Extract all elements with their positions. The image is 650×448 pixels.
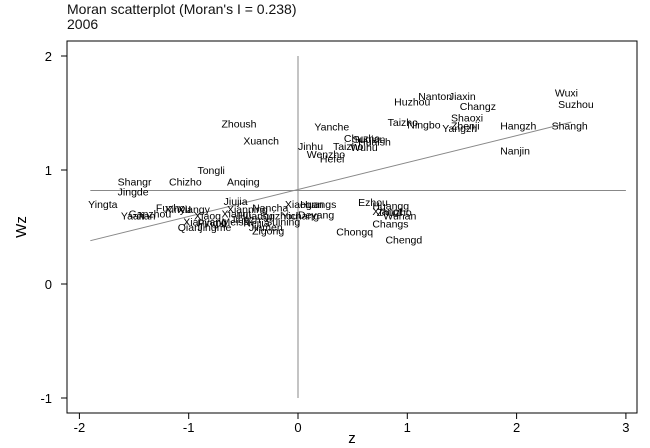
point-label: Wuhu xyxy=(350,142,377,154)
y-tick-label: 1 xyxy=(45,163,52,178)
point-label: Jingme xyxy=(197,222,231,234)
point-label: Xianyang xyxy=(183,216,227,228)
point-label: Wuxi xyxy=(555,87,578,99)
point-label: Xiaogan xyxy=(285,199,324,211)
point-label: Nanton xyxy=(418,91,452,103)
y-tick-label: 2 xyxy=(45,49,52,64)
point-label: Xianning xyxy=(227,204,268,216)
point-label: Taizho xyxy=(388,117,419,129)
point-label: Jiujia xyxy=(224,196,248,208)
point-label: Huzhou xyxy=(394,97,430,109)
point-label: Hangzh xyxy=(500,121,536,133)
point-label: Huangg xyxy=(372,200,409,212)
point-label: Nancha xyxy=(252,203,288,215)
point-label: Jinhu xyxy=(298,141,323,153)
point-label: Changz xyxy=(460,101,496,113)
point-label: Yingta xyxy=(88,199,118,211)
point-label: Hefei xyxy=(320,154,345,166)
point-label: Deyang xyxy=(298,209,334,221)
x-tick-label: 0 xyxy=(294,420,301,435)
point-label: Xiangt xyxy=(221,208,251,220)
point-label: Suizhou xyxy=(260,211,298,223)
point-label: Zhenji xyxy=(451,121,480,133)
y-tick-label: 0 xyxy=(45,277,52,292)
x-tick-label: -1 xyxy=(183,420,195,435)
point-label: Yichang xyxy=(282,211,320,223)
point-label: Huangg xyxy=(238,211,275,223)
point-label: Suining xyxy=(265,216,300,228)
point-label: Chizho xyxy=(169,176,202,188)
point-label: Changs xyxy=(372,219,408,231)
point-label: Neijia xyxy=(243,217,269,229)
point-label: Zhuzho xyxy=(377,207,412,219)
chart-title: Moran scatterplot (Moran's I = 0.238) xyxy=(67,1,297,17)
point-label: Xuanch xyxy=(243,135,279,147)
point-label: Zhoush xyxy=(221,118,256,130)
point-label: Yaan xyxy=(121,211,145,223)
point-label: Wenzho xyxy=(307,149,345,161)
plot-frame xyxy=(66,40,638,414)
point-label: Jian xyxy=(136,211,155,223)
regression-line xyxy=(90,121,572,242)
point-label: Meish xyxy=(221,216,249,228)
x-axis-label: z xyxy=(348,430,356,447)
point-label: Suzhou xyxy=(558,99,594,111)
point-label: Qianj xyxy=(178,222,203,234)
point-label: Zigong xyxy=(252,225,284,237)
point-label: Yangzh xyxy=(442,123,477,135)
point-label: Anqing xyxy=(227,176,260,188)
point-label: Taizho xyxy=(333,141,364,153)
point-label: Chongq xyxy=(336,227,373,239)
point-label: Jiaxin xyxy=(449,91,476,103)
y-tick-label: -1 xyxy=(40,391,52,406)
reference-lines xyxy=(90,56,626,398)
x-tick-label: 2 xyxy=(513,420,520,435)
point-label: Suqian xyxy=(353,134,386,146)
point-label: Jingzh xyxy=(230,214,261,226)
point-label: Xiaog xyxy=(194,211,221,223)
point-label: Xinyu xyxy=(165,204,191,216)
point-label: Ezhou xyxy=(358,197,388,209)
point-label: Chuzho xyxy=(344,133,380,145)
point-label: Nanjin xyxy=(500,146,530,158)
point-label: Ningbo xyxy=(407,119,440,131)
point-label: Wuhan xyxy=(383,211,416,223)
x-tick-label: 3 xyxy=(622,420,629,435)
point-label: Shangr xyxy=(118,176,152,188)
x-tick-label: -2 xyxy=(74,420,86,435)
point-label: Shangh xyxy=(552,121,588,133)
point-label: Xiangy xyxy=(178,204,211,216)
point-label: Pingxi xyxy=(197,217,226,229)
point-label: Xiangt xyxy=(372,206,402,218)
point-label: Fuzhou xyxy=(156,203,191,215)
point-label: Chengd xyxy=(385,235,422,247)
point-label: Huaish xyxy=(358,137,391,149)
point-label: Shaoxi xyxy=(451,113,483,125)
x-tick-label: 1 xyxy=(404,420,411,435)
point-label: Jinmen xyxy=(249,222,283,234)
point-label: Tongli xyxy=(197,165,224,177)
chart-subtitle: 2006 xyxy=(67,16,99,32)
point-label: Huangs xyxy=(300,199,336,211)
point-label: Yanche xyxy=(314,122,349,134)
y-axis-label: Wz xyxy=(13,216,30,238)
point-label: Ganzhou xyxy=(129,208,172,220)
point-label: Jingde xyxy=(118,187,149,199)
axes: -2 -1 0 1 2 3 -1 0 1 2 xyxy=(40,49,629,435)
